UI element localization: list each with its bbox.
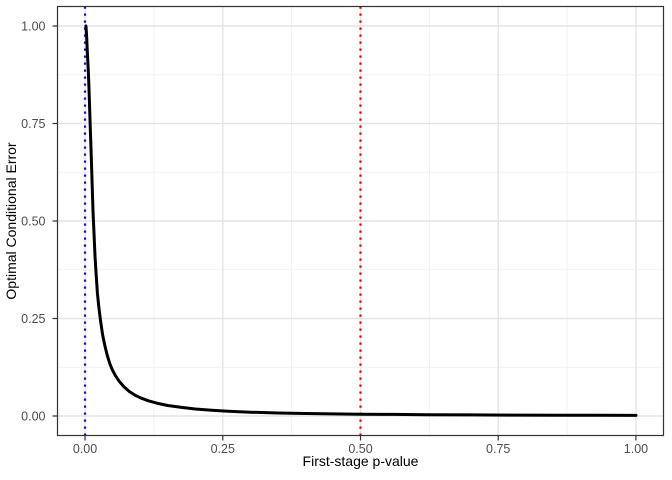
x-tick-label: 1.00 (624, 442, 648, 456)
y-tick-label: 0.75 (21, 117, 45, 131)
y-tick-label: 0.25 (21, 312, 45, 326)
x-tick-label: 0.00 (73, 442, 97, 456)
y-tick-label: 1.00 (21, 20, 45, 34)
optimal-conditional-error-curve (84, 24, 638, 417)
x-tick-label: 0.25 (211, 442, 235, 456)
y-tick-label: 0.00 (21, 410, 45, 424)
x-tick-label: 0.50 (348, 442, 372, 456)
y-axis-title: Optimal Conditional Error (3, 142, 19, 300)
x-tick-label: 0.75 (486, 442, 510, 456)
y-tick-label: 0.50 (21, 215, 45, 229)
x-axis-title: First-stage p-value (302, 453, 419, 469)
